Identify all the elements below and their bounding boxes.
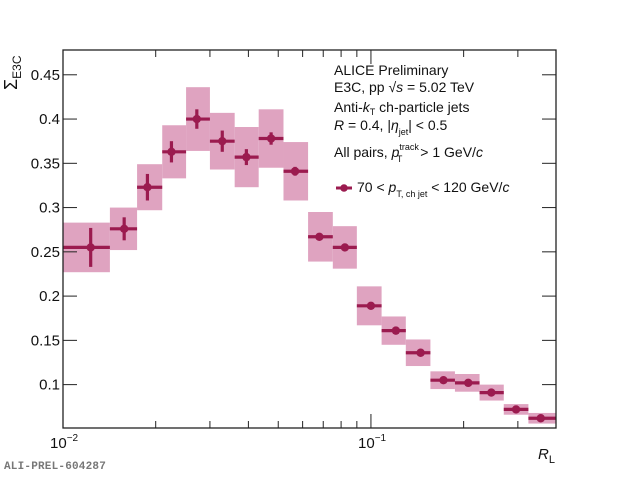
data-point (86, 243, 95, 252)
data-point (119, 224, 129, 234)
annotation-collision-energy: E3C, pp √s = 5.02 TeV (334, 79, 475, 95)
data-point (315, 232, 324, 241)
legend: 70 < pT, ch jet < 120 GeV/c (336, 179, 509, 199)
preliminary-id-watermark: ALI-PREL-604287 (4, 461, 107, 473)
data-point (391, 326, 401, 335)
data-point (242, 152, 251, 162)
y-axis-ticks: 0.1 0.15 0.2 0.25 0.3 0.35 0.4 0.45 (31, 67, 556, 394)
data-point (290, 167, 300, 176)
data-point (218, 136, 227, 146)
x-axis-label: RL (538, 446, 555, 466)
legend-label: 70 < pT, ch jet < 120 GeV/c (357, 179, 509, 199)
annotation-jet-radius-eta: R = 0.4, |ηjet| < 0.5 (334, 117, 448, 137)
y-tick-label: 0.15 (31, 332, 60, 349)
data-points (63, 109, 556, 423)
data-point (366, 301, 376, 311)
data-point (536, 414, 545, 423)
plot-frame (62, 49, 557, 429)
y-tick-label: 0.1 (39, 377, 60, 394)
legend-marker-dot (340, 184, 348, 192)
y-tick-label: 0.25 (31, 244, 60, 261)
systematic-boxes (63, 87, 556, 424)
y-tick-label: 0.35 (31, 155, 60, 172)
data-point (487, 388, 496, 397)
x-tick-label-1e-1: 10−1 (358, 433, 387, 452)
y-tick-label: 0.45 (31, 67, 60, 84)
data-point (416, 348, 425, 357)
y-tick-label: 0.2 (39, 288, 60, 305)
data-point (192, 114, 202, 124)
data-point (464, 378, 473, 388)
x-axis-ticks (62, 50, 519, 428)
annotation-jet-algorithm: Anti-kT ch-particle jets (334, 99, 469, 117)
data-point (340, 243, 350, 252)
data-point (167, 147, 176, 157)
y-tick-label: 0.3 (39, 200, 60, 217)
data-point (266, 134, 276, 143)
data-point (439, 375, 448, 385)
data-point (511, 405, 521, 414)
annotation-track-cut: All pairs, ptrack T > 1 GeV/c (334, 142, 483, 164)
y-tick-label: 0.4 (39, 111, 60, 128)
data-point (143, 183, 152, 192)
x-tick-label-1e-2: 10−2 (50, 433, 79, 452)
annotation-alice-preliminary: ALICE Preliminary (334, 62, 448, 78)
y-axis-label: ΣE3C (1, 55, 24, 90)
